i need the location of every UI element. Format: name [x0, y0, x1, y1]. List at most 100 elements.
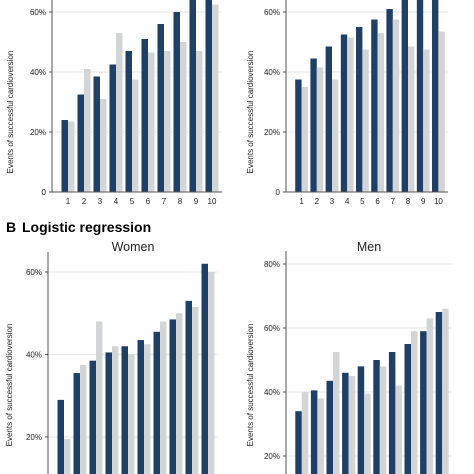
y-tick-label: 40% [26, 351, 42, 360]
bar-series1-6 [141, 39, 148, 192]
bar-series1-3 [93, 76, 100, 192]
x-tick-label: 1 [299, 197, 304, 206]
bar-series1-8 [173, 12, 180, 192]
bar-series1-7 [388, 352, 396, 474]
bar-series1-10 [205, 0, 212, 192]
bar-series2-7 [160, 321, 167, 474]
bar-series1-5 [357, 366, 365, 474]
bar-series2-1 [68, 121, 75, 192]
chart-panels: 0 20% 40% 60% 1 2 3 4 5 6 7 8 9 10 Events of successfu… [5, 0, 452, 474]
bar-series1-6 [137, 340, 144, 474]
y-tick-label: 40% [264, 68, 280, 77]
y-tick-label: 40% [264, 388, 280, 397]
bar-series2-3 [332, 79, 339, 192]
bar-series2-10 [212, 4, 219, 192]
x-tick-label: 9 [194, 197, 199, 206]
x-tick-label: 2 [82, 197, 87, 206]
bar-series2-4 [347, 37, 354, 192]
bar-series1-3 [326, 380, 333, 474]
chart-panel-bottom-left: 20% 40% 60% Events of successful cardiovers… [5, 240, 218, 474]
bar-series1-5 [125, 51, 132, 192]
bar-series2-9 [423, 49, 430, 192]
x-tick-label: 7 [391, 197, 396, 206]
bar-series2-8 [176, 313, 183, 474]
y-axis-title: Events of successful cardioversion [246, 324, 255, 447]
bar-series1-1 [295, 411, 302, 474]
bar-series2-7 [164, 51, 171, 192]
x-tick-label: 4 [114, 197, 119, 206]
bar-series1-2 [77, 94, 84, 192]
bar-series1-9 [189, 0, 196, 192]
x-tick-label: 6 [375, 197, 380, 206]
bar-series1-1 [57, 399, 64, 474]
bar-series1-10 [432, 0, 439, 192]
bar-series1-4 [105, 352, 112, 474]
panel-title: Men [357, 240, 381, 254]
bar-series1-1 [61, 120, 68, 192]
bar-series1-8 [169, 319, 176, 474]
bar-series1-9 [185, 300, 192, 474]
x-tick-label: 4 [345, 197, 350, 206]
x-tick-label: 1 [66, 197, 71, 206]
bar-series2-3 [96, 321, 103, 474]
bar-series2-6 [144, 344, 151, 474]
y-tick-label: 60% [264, 324, 280, 333]
x-tick-label: 3 [98, 197, 103, 206]
x-tick-label: 10 [208, 197, 217, 206]
bar-series2-10 [208, 272, 215, 474]
bar-series1-5 [121, 346, 128, 474]
bar-series1-9 [416, 0, 424, 192]
y-tick-label: 80% [264, 260, 280, 269]
bar-series2-9 [426, 318, 434, 474]
bar-series2-8 [180, 42, 187, 192]
x-tick-label: 7 [162, 197, 167, 206]
bar-series1-2 [310, 58, 317, 192]
panel-title: Women [112, 240, 155, 254]
y-tick-label: 20% [264, 128, 280, 137]
bar-series2-6 [379, 366, 387, 474]
bar-series1-2 [73, 373, 80, 474]
x-tick-label: 5 [360, 197, 365, 206]
bar-series2-5 [128, 354, 135, 474]
section-letter: B [6, 219, 16, 235]
bar-series2-4 [116, 33, 123, 192]
bar-series2-4 [348, 376, 356, 474]
chart-panel-bottom-right: 20% 40% 60% 80% Events of successful cardiov… [246, 240, 452, 474]
bar-series1-4 [342, 372, 349, 474]
x-tick-label: 8 [178, 197, 183, 206]
bar-series1-7 [157, 24, 164, 192]
y-axis-title: Events of successful cardioversion [5, 324, 14, 447]
bar-series1-10 [201, 263, 208, 474]
section-title: Logistic regression [22, 219, 151, 235]
chart-panel-top-left: 0 20% 40% 60% 1 2 3 4 5 6 7 8 9 10 Events of successfu… [6, 0, 222, 206]
bar-series2-10 [442, 308, 449, 474]
y-tick-label: 0 [276, 188, 281, 197]
bar-series2-4 [112, 346, 119, 474]
bar-series2-1 [301, 392, 309, 474]
x-tick-label: 3 [330, 197, 335, 206]
bar-series1-3 [89, 360, 96, 474]
x-tick-label: 6 [146, 197, 151, 206]
y-tick-label: 20% [26, 433, 42, 442]
x-tick-label: 10 [434, 197, 443, 206]
bar-series1-7 [386, 9, 393, 192]
bar-series2-9 [196, 51, 203, 192]
bar-series1-8 [401, 0, 408, 192]
bar-series2-8 [411, 331, 418, 474]
x-tick-label: 9 [421, 197, 426, 206]
bar-series2-2 [84, 69, 91, 192]
y-axis-title: Events of successful cardioversion [246, 51, 255, 174]
bar-series1-9 [420, 331, 427, 474]
y-tick-label: 20% [30, 128, 46, 137]
bar-series1-2 [310, 390, 318, 474]
bar-series1-5 [356, 27, 363, 192]
bar-series2-6 [377, 33, 384, 192]
bar-series1-7 [153, 331, 160, 474]
bar-series2-6 [148, 52, 155, 192]
x-tick-label: 2 [315, 197, 320, 206]
y-tick-label: 60% [264, 8, 280, 17]
bar-series2-5 [132, 79, 139, 192]
bar-series2-3 [100, 99, 107, 192]
y-tick-label: 60% [26, 268, 42, 277]
